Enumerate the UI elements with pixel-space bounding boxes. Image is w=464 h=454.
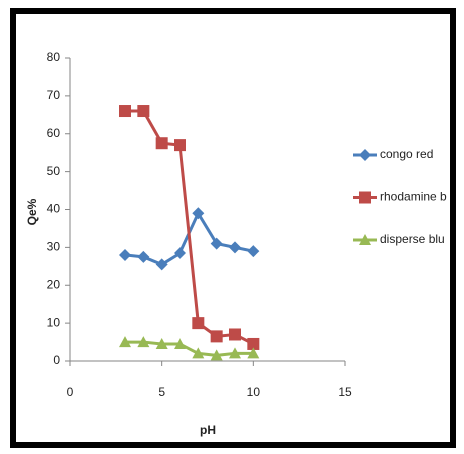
marker [119, 336, 131, 348]
y-tick-label: 10 [47, 315, 61, 329]
x-tick-label: 0 [67, 385, 74, 399]
marker [247, 347, 260, 359]
x-tick-label: 15 [338, 385, 352, 399]
legend-label: congo red [380, 147, 433, 161]
marker [229, 328, 241, 341]
marker [137, 105, 150, 118]
frame [10, 8, 456, 448]
marker [359, 191, 371, 204]
marker [137, 336, 150, 348]
marker [119, 105, 131, 118]
legend-label: rhodamine b [380, 190, 447, 204]
y-tick-label: 30 [47, 240, 61, 254]
marker [210, 330, 223, 343]
y-tick-label: 60 [47, 126, 61, 140]
marker [210, 349, 223, 361]
y-tick-label: 40 [47, 202, 61, 216]
x-axis-label: pH [200, 423, 216, 437]
marker [155, 258, 168, 271]
marker [229, 347, 241, 359]
marker [359, 149, 371, 161]
x-tick-label: 5 [158, 385, 165, 399]
marker [192, 317, 205, 330]
y-tick-label: 80 [47, 50, 61, 64]
marker [247, 245, 260, 258]
y-tick-label: 70 [47, 88, 61, 102]
marker [229, 241, 241, 254]
y-tick-label: 50 [47, 164, 61, 178]
y-axis-label: Qe% [25, 198, 39, 225]
x-tick-label: 10 [247, 385, 261, 399]
marker [174, 139, 186, 152]
marker [137, 250, 150, 263]
y-tick-label: 0 [53, 353, 60, 367]
marker [210, 237, 223, 250]
marker [155, 137, 168, 150]
marker [192, 347, 205, 359]
marker [174, 247, 186, 260]
legend-label: disperse blu [380, 232, 445, 246]
y-tick-label: 20 [47, 277, 61, 291]
marker [155, 337, 168, 349]
marker [119, 248, 131, 261]
marker [359, 234, 371, 245]
marker [192, 207, 205, 220]
marker [174, 337, 186, 349]
marker [247, 337, 260, 350]
